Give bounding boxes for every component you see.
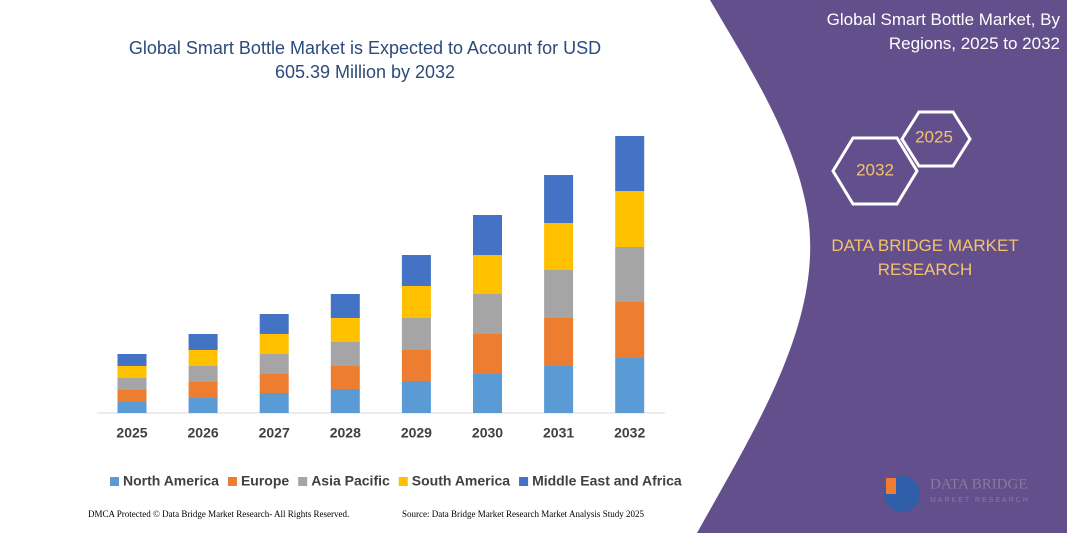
bar-segment <box>259 334 289 354</box>
brand-box: DATA BRIDGE MARKET RESEARCH <box>831 236 1019 279</box>
bar-segment <box>615 358 645 413</box>
footer-right: Source: Data Bridge Market Research Mark… <box>402 509 644 519</box>
bar-segment <box>330 342 360 366</box>
bar-segment <box>330 294 360 318</box>
logo-sub: MARKET RESEARCH <box>930 497 1030 504</box>
bar-segment <box>473 374 502 413</box>
legend-label: Asia Pacific <box>311 473 390 489</box>
bar-segment <box>544 270 574 318</box>
bar-segment <box>544 366 574 413</box>
legend-label: Middle East and Africa <box>532 473 682 489</box>
bar-segment <box>188 366 218 382</box>
footer-left: DMCA Protected © Data Bridge Market Rese… <box>88 509 349 519</box>
bar-segment <box>259 374 289 393</box>
bar-segment <box>473 334 502 374</box>
x-tick-label: 2032 <box>614 425 645 441</box>
side-panel <box>697 0 1067 533</box>
x-tick-label: 2028 <box>330 425 361 441</box>
bar-segment <box>188 350 218 366</box>
bar-segment <box>544 175 574 223</box>
hexagon <box>831 136 919 206</box>
bar-segment <box>188 398 218 413</box>
panel-title-box: Global Smart Bottle Market, By Regions, … <box>826 10 1060 53</box>
bar-segment <box>615 191 645 247</box>
bar-segment <box>473 294 502 334</box>
bar-segment <box>117 366 147 378</box>
bar-segment <box>117 390 147 402</box>
bar-segment <box>188 334 218 350</box>
hexagon <box>900 110 972 168</box>
panel-title: Global Smart Bottle Market, By Regions, … <box>826 10 1060 53</box>
hex-label: 2032 <box>856 160 894 179</box>
bar-segment <box>117 378 147 390</box>
legend-label: South America <box>412 473 510 489</box>
x-tick-label: 2031 <box>543 425 574 441</box>
chart-title: Global Smart Bottle Market is Expected t… <box>128 38 602 82</box>
title-box: Global Smart Bottle Market is Expected t… <box>128 38 602 82</box>
legend-swatch <box>298 477 308 486</box>
legend-label: North America <box>123 473 219 489</box>
bar-segment <box>259 314 289 334</box>
bar-segment <box>473 215 502 255</box>
plot: 2025 2026 2027 2028 2029 2030 2031 2032 North Am… <box>110 136 682 489</box>
bar-segment <box>544 223 574 270</box>
bar-segment <box>330 318 360 342</box>
legend-label: Europe <box>241 473 289 489</box>
legend-swatch <box>110 477 119 486</box>
bar-segment <box>117 354 147 366</box>
bar-segment <box>188 382 218 398</box>
bar-segment <box>330 366 360 389</box>
legend-swatch <box>519 477 529 486</box>
bar-segment <box>544 318 574 366</box>
bar-segment <box>615 136 645 191</box>
legend-swatch <box>398 477 408 486</box>
x-tick-label: 2027 <box>259 425 290 441</box>
bar-segment <box>401 381 431 413</box>
logo-name: DATA BRIDGE <box>930 476 1028 492</box>
bar-segment <box>401 350 431 381</box>
bar-segment <box>401 286 431 318</box>
logo-icon <box>886 478 896 494</box>
bar-segment <box>259 354 289 374</box>
x-tick-label: 2030 <box>472 425 503 441</box>
bar-segment <box>615 302 645 358</box>
brand: DATA BRIDGE MARKET RESEARCH <box>831 236 1019 279</box>
x-tick-label: 2029 <box>401 425 432 441</box>
x-tick-label: 2026 <box>188 425 219 441</box>
bar-segment <box>330 389 360 413</box>
x-tick-label: 2025 <box>116 425 147 441</box>
bar-segment <box>473 255 502 294</box>
bar-segment <box>401 255 431 286</box>
bar-segment <box>615 247 645 302</box>
bar-segment <box>259 393 289 413</box>
bar-segment <box>117 402 147 413</box>
bar-segment <box>401 318 431 350</box>
hex-label: 2025 <box>915 127 953 146</box>
legend-swatch <box>227 477 237 486</box>
